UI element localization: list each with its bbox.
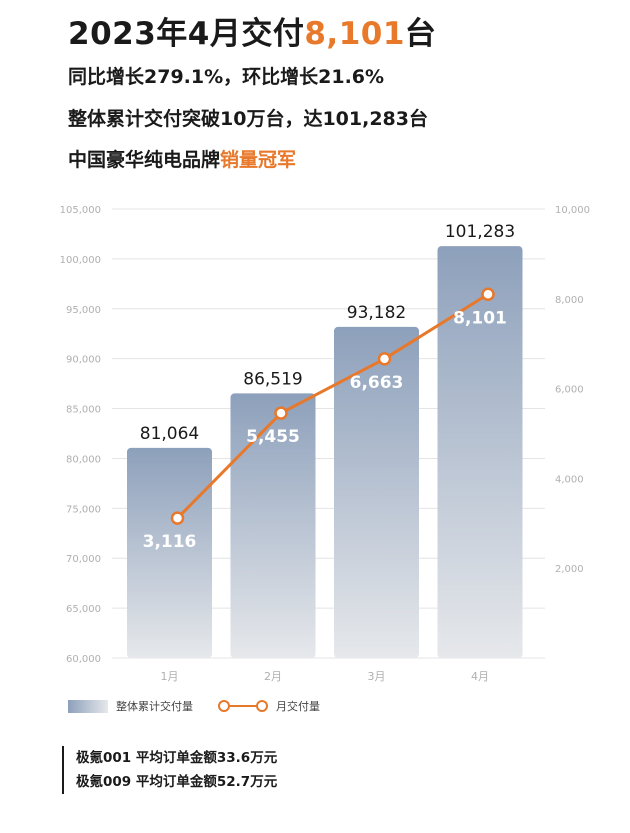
left-axis-tick-label: 105,000 <box>60 205 101 216</box>
right-axis-tick-label: 10,000 <box>555 205 590 216</box>
bar-1 <box>127 447 212 658</box>
line-value-label: 3,116 <box>143 532 197 552</box>
legend-line: 月交付量 <box>218 697 320 715</box>
left-axis-tick-label: 70,000 <box>66 554 101 565</box>
left-axis-tick-label: 95,000 <box>66 305 101 316</box>
footnote-001: 极氪001 平均订单金额33.6万元 <box>76 750 278 766</box>
bar-3 <box>334 326 419 658</box>
brand-line-highlight: 销量冠军 <box>220 149 297 171</box>
footnotes: 极氪001 平均订单金额33.6万元 极氪009 平均订单金额52.7万元 <box>62 746 277 794</box>
bar-value-label: 81,064 <box>140 424 199 444</box>
legend-line-label: 月交付量 <box>276 700 320 713</box>
headline-prefix: 2023年4月交付 <box>68 16 305 52</box>
footnote-009: 极氪009 平均订单金额52.7万元 <box>76 774 278 790</box>
right-axis-tick-label: 2,000 <box>555 564 584 575</box>
bar-value-label: 101,283 <box>445 222 515 242</box>
right-axis-tick-label: 6,000 <box>555 385 584 396</box>
x-axis-label: 1月 <box>161 670 179 683</box>
brand-line: 中国豪华纯电品牌销量冠军 <box>68 145 296 172</box>
line-point-2 <box>274 406 288 420</box>
headline: 2023年4月交付8,101台 <box>68 8 436 53</box>
headline-suffix: 台 <box>404 16 437 52</box>
monthly-delivery-line <box>176 292 489 520</box>
left-axis-tick-label: 60,000 <box>66 654 101 665</box>
headline-highlight: 8,101 <box>304 16 405 52</box>
left-axis-tick-label: 90,000 <box>66 355 101 366</box>
x-axis-label: 2月 <box>264 670 282 683</box>
right-axis-tick-label: 4,000 <box>555 474 584 485</box>
line-value-label: 8,101 <box>453 308 507 328</box>
bar-2 <box>230 393 316 658</box>
delivery-chart: 60,000 65,000 70,000 75,000 80,000 85,000 90,0… <box>60 205 590 683</box>
line-point-4 <box>481 287 495 302</box>
legend-line-swatch <box>218 699 268 713</box>
bar-value-label: 93,182 <box>347 303 406 323</box>
left-axis-tick-label: 65,000 <box>66 604 101 615</box>
legend-bar-swatch <box>68 699 108 713</box>
cumulative-line: 整体累计交付突破10万台，达101,283台 <box>68 108 428 130</box>
legend-bars: 整体累计交付量 <box>68 697 193 715</box>
bar-4 <box>437 246 523 658</box>
bar-value-label: 86,519 <box>243 369 302 389</box>
growth-line: 同比增长279.1%，环比增长21.6% <box>68 66 385 88</box>
line-point-3 <box>377 352 392 366</box>
line-point-1 <box>170 511 185 525</box>
legend-bar-label: 整体累计交付量 <box>116 700 193 713</box>
left-axis-tick-label: 75,000 <box>66 504 101 515</box>
left-axis-tick-label: 80,000 <box>66 454 101 465</box>
x-axis-label: 3月 <box>368 670 386 683</box>
line-value-label: 6,663 <box>350 373 404 393</box>
left-axis-tick-label: 100,000 <box>60 255 101 266</box>
x-axis-label: 4月 <box>471 670 489 683</box>
line-value-label: 5,455 <box>246 427 300 447</box>
brand-line-prefix: 中国豪华纯电品牌 <box>68 149 221 171</box>
right-axis-tick-label: 8,000 <box>555 295 584 306</box>
left-axis-tick-label: 85,000 <box>66 405 101 416</box>
